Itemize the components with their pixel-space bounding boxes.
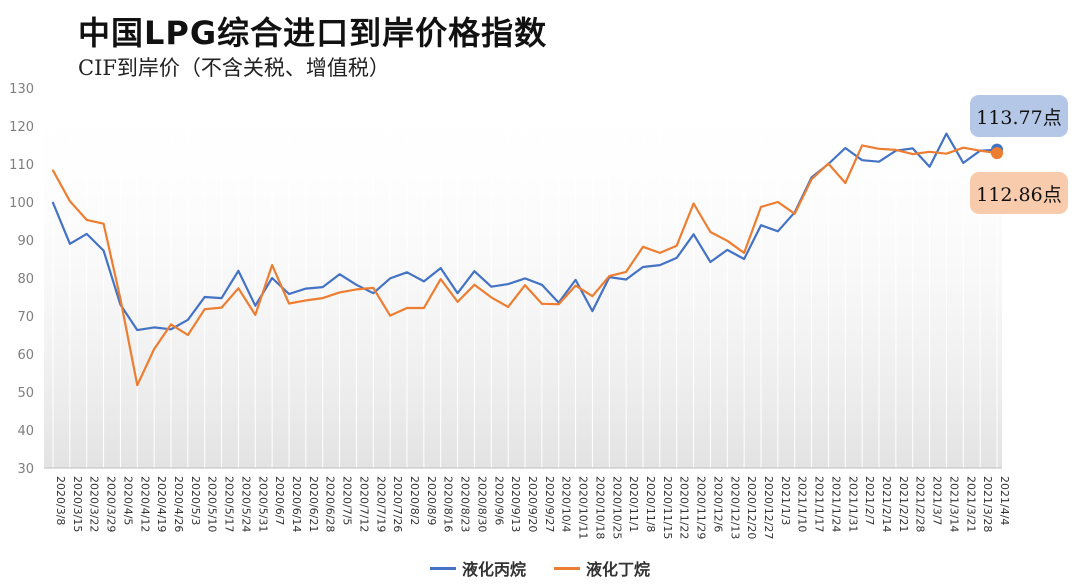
propane-swatch [429, 566, 456, 570]
x-tick-label: 2020/8/23 [459, 476, 472, 532]
x-tick-label: 2021/1/3 [779, 476, 792, 525]
x-tick-label: 2021/2/7 [863, 476, 876, 525]
x-tick-label: 2020/10/11 [577, 476, 590, 539]
propane-value-callout: 113.77点 [970, 95, 1068, 137]
x-tick-label: 2021/2/21 [897, 476, 910, 532]
x-tick-label: 2020/10/18 [593, 476, 606, 539]
x-tick-label: 2020/10/25 [610, 476, 623, 539]
series-lines [51, 132, 999, 387]
x-tick-label: 2020/5/3 [189, 476, 202, 525]
x-tick-label: 2020/6/7 [273, 476, 286, 525]
y-tick-label: 40 [17, 424, 34, 439]
x-tick-label: 2020/4/19 [155, 476, 168, 532]
x-tick-label: 2020/11/1 [627, 476, 640, 532]
x-tick-label: 2020/5/17 [223, 476, 236, 532]
line-chart: 30 40 50 60 70 80 90 100 110 120 130 2020/3/8 2020/… [9, 82, 1011, 539]
legend-label-propane: 液化丙烷 [461, 560, 526, 579]
x-tick-label: 2021/4/4 [998, 476, 1011, 525]
legend-label-butane: 液化丁烷 [586, 560, 651, 579]
x-tick-label: 2020/5/24 [239, 476, 252, 532]
y-tick-label: 130 [9, 82, 34, 97]
series-end-markers [991, 143, 1003, 160]
category-drop-lines [52, 118, 998, 468]
x-tick-label: 2020/8/30 [475, 476, 488, 532]
x-tick-label: 2020/6/21 [307, 476, 320, 532]
x-tick-label: 2021/1/24 [829, 476, 842, 532]
x-tick-label: 2020/12/6 [711, 476, 724, 532]
x-tick-label: 2020/11/8 [644, 476, 657, 532]
x-tick-label: 2020/9/27 [543, 476, 556, 532]
x-tick-label: 2020/7/12 [357, 476, 370, 532]
x-tick-label: 2020/12/20 [745, 476, 758, 539]
x-axis: 2020/3/8 2020/3/15 2020/3/22 2020/3/29 2020/… [54, 476, 1011, 539]
y-tick-label: 60 [17, 348, 34, 363]
x-tick-label: 2021/3/14 [947, 476, 960, 532]
chart-title: 中国LPG综合进口到岸价格指数 [78, 14, 548, 52]
x-tick-label: 2020/3/22 [88, 476, 101, 532]
x-tick-label: 2021/3/21 [964, 476, 977, 532]
legend-item-propane[interactable]: 液化丙烷 [429, 556, 526, 580]
y-tick-label: 120 [9, 120, 34, 135]
x-tick-label: 2020/7/19 [374, 476, 387, 532]
x-tick-label: 2020/8/9 [425, 476, 438, 525]
y-tick-label: 70 [17, 310, 34, 325]
x-tick-label: 2020/11/22 [678, 476, 691, 539]
x-tick-label: 2020/11/15 [661, 476, 674, 539]
series-line-propane [51, 132, 999, 332]
x-tick-label: 2020/12/13 [728, 476, 741, 539]
butane-value-callout: 112.86点 [970, 172, 1068, 214]
legend-item-butane[interactable]: 液化丁烷 [554, 556, 650, 580]
chart-subtitle: CIF到岸价（不含关税、增值税） [78, 56, 390, 80]
x-tick-label: 2020/8/16 [442, 476, 455, 532]
y-tick-label: 90 [17, 234, 34, 249]
x-tick-label: 2020/7/26 [391, 476, 404, 532]
x-tick-label: 2020/12/27 [762, 476, 775, 539]
x-tick-label: 2020/9/13 [509, 476, 522, 532]
x-tick-label: 2020/4/12 [138, 476, 151, 532]
x-tick-label: 2020/5/10 [206, 476, 219, 532]
end-marker-butane [991, 147, 1003, 160]
x-tick-label: 2021/2/14 [880, 476, 893, 532]
x-tick-label: 2020/3/15 [71, 476, 84, 532]
x-tick-label: 2021/2/28 [914, 476, 927, 532]
x-tick-label: 2020/6/14 [290, 476, 303, 532]
x-tick-label: 2020/3/8 [54, 476, 67, 525]
legend: 液化丙烷 液化丁烷 [0, 556, 1080, 580]
y-tick-label: 100 [9, 196, 34, 211]
x-tick-label: 2021/1/17 [813, 476, 826, 532]
x-tick-label: 2021/3/28 [981, 476, 994, 532]
x-tick-label: 2021/3/7 [931, 476, 944, 525]
y-axis: 30 40 50 60 70 80 90 100 110 120 130 [9, 82, 34, 477]
x-tick-label: 2020/10/4 [560, 476, 573, 532]
x-tick-label: 2020/11/29 [695, 476, 708, 539]
x-tick-label: 2020/8/2 [408, 476, 421, 525]
x-tick-label: 2021/1/31 [846, 476, 859, 532]
x-tick-label: 2020/9/20 [526, 476, 539, 532]
x-tick-label: 2020/6/28 [324, 476, 337, 532]
y-tick-label: 80 [17, 272, 34, 287]
series-line-butane [51, 144, 999, 387]
y-tick-label: 110 [9, 158, 34, 173]
y-tick-label: 50 [17, 386, 34, 401]
x-tick-label: 2020/9/6 [492, 476, 505, 525]
x-tick-label: 2020/4/5 [121, 476, 134, 525]
x-tick-label: 2020/4/26 [172, 476, 185, 532]
butane-swatch [554, 566, 580, 570]
x-tick-label: 2020/7/5 [341, 476, 354, 525]
x-tick-label: 2020/3/29 [105, 476, 118, 532]
x-tick-label: 2020/5/31 [256, 476, 269, 532]
y-tick-label: 30 [17, 462, 34, 477]
x-tick-label: 2021/1/10 [796, 476, 809, 532]
